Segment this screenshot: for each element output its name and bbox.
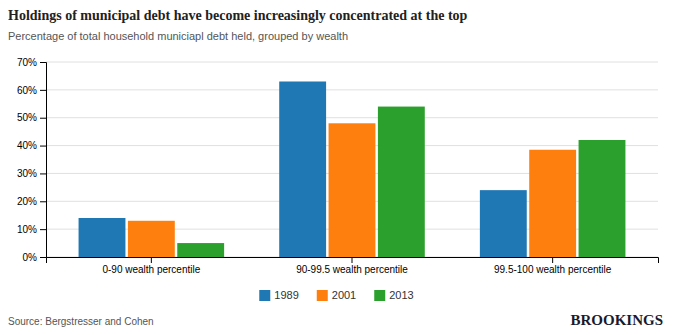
x-tick-label: 0-90 wealth percentile [102, 264, 200, 275]
legend-label: 1989 [274, 289, 298, 301]
y-tick: 20% [17, 196, 46, 207]
grid-line [46, 89, 658, 90]
bar [579, 140, 626, 257]
plot: 0% 10% 20% 30% 40% 50% 60% 70% 0-90 wealth perce… [17, 57, 659, 275]
legend-label: 2013 [389, 289, 413, 301]
y-tick-label: 20% [17, 196, 37, 207]
annotation: BROOKINGS [570, 312, 663, 328]
y-tick-mark [40, 257, 46, 258]
bar [329, 123, 376, 257]
y-tick-mark [40, 62, 46, 63]
legend-swatch [259, 290, 270, 301]
bar [529, 150, 576, 257]
y-tick-label: 50% [17, 112, 37, 123]
x-axis-line [47, 258, 659, 264]
grid-line [46, 62, 658, 63]
title: Holdings of municipal debt have become i… [8, 8, 468, 23]
subtitle: Percentage of total household municiapl … [8, 30, 348, 42]
y-tick-mark [40, 229, 46, 230]
legend-swatch [317, 290, 328, 301]
y-tick: 30% [17, 168, 46, 179]
legend-item: 2013 [374, 289, 413, 301]
bar-series [128, 123, 576, 257]
legend: 1989 2001 2013 [259, 289, 413, 301]
y-tick-mark [40, 90, 46, 91]
y-tick-label: 10% [17, 224, 37, 235]
bar [128, 221, 175, 257]
x-tick: 99.5-100 wealth percentile [494, 257, 612, 275]
grid-line [46, 117, 658, 118]
y-tick-mark [40, 201, 46, 202]
x-tick-mark [151, 257, 152, 263]
legend-label: 2001 [332, 289, 356, 301]
bar [177, 243, 224, 257]
grid [46, 62, 658, 257]
x-tick-mark [352, 257, 353, 263]
x-tick-mark [552, 257, 553, 263]
legend-item: 1989 [259, 289, 298, 301]
legend-swatch [374, 290, 385, 301]
y-tick-mark [40, 146, 46, 147]
y-axis-line [40, 63, 47, 258]
y-tick: 60% [17, 85, 46, 96]
y-tick-mark [40, 118, 46, 119]
bar [79, 218, 126, 257]
x-tick: 90-99.5 wealth percentile [296, 257, 408, 275]
bar [480, 190, 527, 257]
y-tick: 0% [23, 252, 46, 263]
bar-series [177, 107, 625, 257]
y-tick-label: 0% [23, 252, 38, 263]
bar [378, 107, 425, 257]
chart: Holdings of municipal debt have become i… [0, 0, 673, 335]
y-tick-label: 40% [17, 140, 37, 151]
bar-series [79, 82, 527, 258]
y-tick-mark [40, 173, 46, 174]
x-tick: 0-90 wealth percentile [102, 257, 200, 275]
bar [279, 82, 326, 258]
x-axis: 0-90 wealth percentile 90-99.5 wealth per… [47, 257, 659, 275]
x-tick-label: 99.5-100 wealth percentile [494, 264, 612, 275]
y-tick-label: 60% [17, 85, 37, 96]
source: Source: Bergstresser and Cohen [8, 316, 154, 327]
y-tick: 50% [17, 112, 46, 123]
legend-item: 2001 [317, 289, 356, 301]
bars [79, 82, 626, 258]
y-axis: 0% 10% 20% 30% 40% 50% 60% 70% [17, 57, 47, 263]
x-tick-label: 90-99.5 wealth percentile [296, 264, 408, 275]
y-tick: 10% [17, 224, 46, 235]
y-tick-label: 70% [17, 57, 37, 68]
y-tick: 40% [17, 140, 46, 151]
y-tick: 70% [17, 57, 46, 68]
y-tick-label: 30% [17, 168, 37, 179]
